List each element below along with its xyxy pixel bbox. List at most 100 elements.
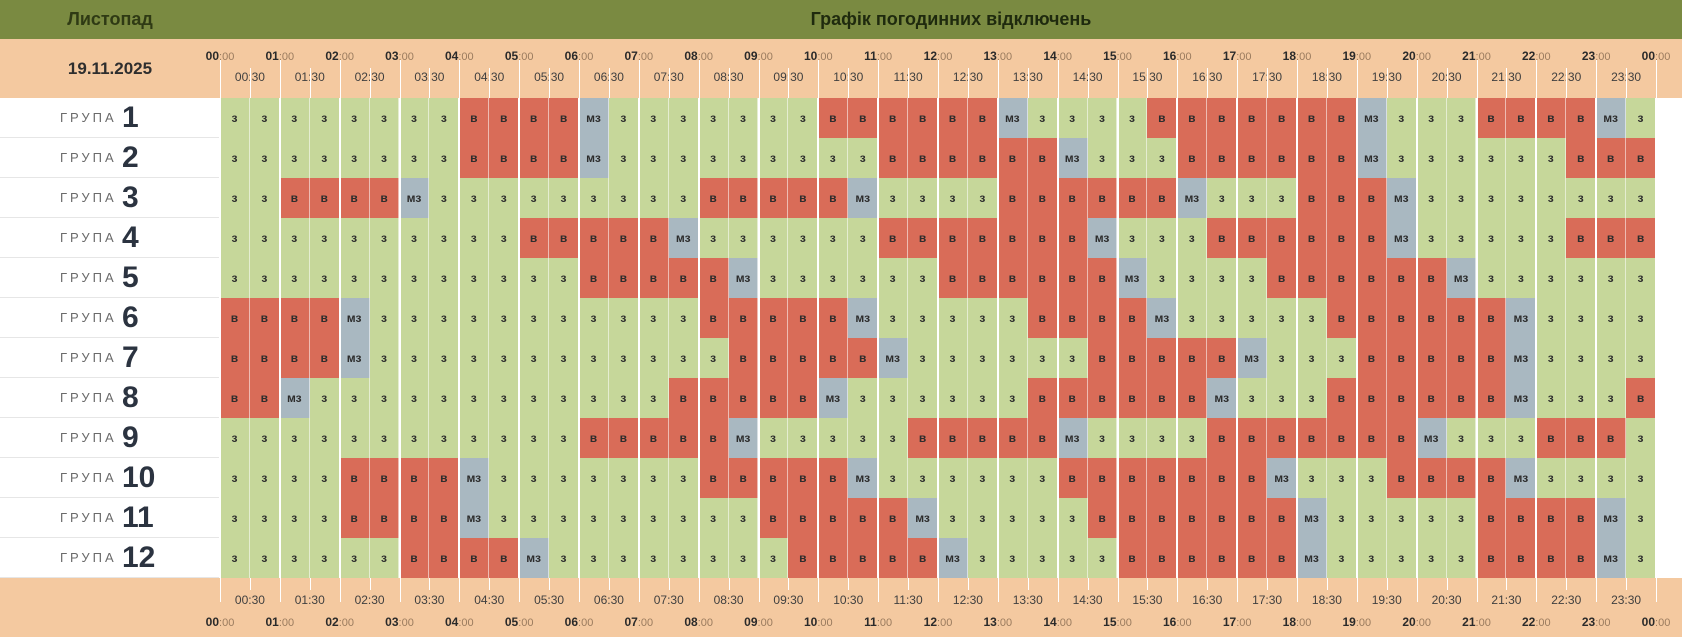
schedule-cell: з [519, 498, 550, 538]
schedule-cell: в [908, 98, 938, 138]
schedule-cell: в [1057, 458, 1088, 498]
schedule-cell: з [1596, 378, 1627, 418]
bottom-hour-label: 03:00 [385, 615, 414, 629]
schedule-cell: з [489, 218, 520, 258]
bottom-axis-tick [1566, 578, 1568, 590]
group-label: ГРУПА 6 [0, 298, 220, 338]
schedule-cell: в [1297, 138, 1327, 178]
top-axis-tick [1326, 68, 1328, 98]
schedule-cell: в [668, 418, 699, 458]
bottom-axis-tick [1057, 578, 1059, 602]
schedule-cell: з [1416, 498, 1447, 538]
schedule-cell: в [309, 298, 340, 338]
schedule-cell: з [549, 418, 579, 458]
schedule-cell: з [668, 538, 699, 578]
schedule-cell: в [938, 258, 968, 298]
schedule-cell: мз [728, 258, 759, 298]
group-number: 5 [122, 261, 139, 294]
group-number: 8 [122, 381, 139, 414]
bottom-hour-label: 00:00 [1641, 615, 1671, 629]
schedule-cell: в [1237, 138, 1268, 178]
group-label: ГРУПА 12 [0, 538, 220, 578]
schedule-cell: з [997, 298, 1028, 338]
schedule-cell: в [1446, 458, 1477, 498]
schedule-cell: мз [1297, 498, 1327, 538]
schedule-cell: в [549, 218, 579, 258]
schedule-cell: з [638, 178, 669, 218]
schedule-cell: з [309, 498, 340, 538]
hour-divider [458, 98, 461, 578]
hour-divider [877, 98, 880, 578]
schedule-cell: в [818, 458, 849, 498]
group-label: ГРУПА 4 [0, 218, 220, 258]
schedule-cell: в [1207, 538, 1238, 578]
bottom-half-hour-label: 07:30 [653, 593, 684, 607]
schedule-cell: в [1027, 258, 1058, 298]
group-label: ГРУПА 7 [0, 338, 220, 378]
bottom-axis-tick [369, 578, 371, 590]
schedule-cell: з [1237, 378, 1268, 418]
schedule-cell: в [818, 338, 849, 378]
bottom-axis-tick [279, 578, 281, 602]
schedule-cell: з [1177, 218, 1208, 258]
schedule-cell: в [279, 298, 310, 338]
schedule-cell: з [1416, 538, 1447, 578]
schedule-cell: з [1536, 218, 1567, 258]
schedule-cell: в [1536, 498, 1567, 538]
schedule-cell: з [429, 378, 460, 418]
schedule-cell: з [997, 498, 1028, 538]
schedule-cell: в [878, 218, 909, 258]
schedule-cell: в [1117, 458, 1148, 498]
schedule-cell: в [1177, 98, 1208, 138]
bottom-axis-tick [1476, 578, 1478, 602]
top-axis-tick [1476, 60, 1478, 98]
schedule-cell: з [549, 458, 579, 498]
schedule-cell: з [1476, 138, 1507, 178]
schedule-cell: в [997, 138, 1028, 178]
schedule-cell: з [1087, 538, 1118, 578]
bottom-hour-label: 19:00 [1342, 615, 1372, 629]
schedule-cell: в [1147, 498, 1178, 538]
schedule-cell: з [908, 378, 938, 418]
schedule-cell: в [758, 338, 789, 378]
hour-divider [817, 98, 820, 578]
schedule-cell: мз [1506, 338, 1537, 378]
hour-divider [1475, 98, 1478, 578]
hour-divider [1116, 98, 1119, 578]
schedule-cell: в [818, 98, 849, 138]
bottom-half-hour-label: 10:30 [833, 593, 864, 607]
schedule-cell: з [1267, 338, 1297, 378]
schedule-cell: в [1506, 98, 1537, 138]
schedule-cell: в [698, 418, 729, 458]
bottom-axis-tick [1326, 578, 1328, 590]
bottom-axis-tick [818, 578, 820, 602]
top-axis-tick [1237, 60, 1239, 98]
schedule-cell: з [997, 538, 1028, 578]
bottom-axis-tick [728, 578, 730, 590]
schedule-cell: з [249, 178, 280, 218]
bottom-half-hour-label: 03:30 [414, 593, 445, 607]
schedule-cell: мз [459, 458, 490, 498]
schedule-cell: в [788, 458, 819, 498]
top-axis-tick [758, 60, 760, 98]
top-axis-tick [1566, 68, 1568, 98]
schedule-cell: в [1326, 298, 1357, 338]
schedule-cell: з [758, 138, 789, 178]
bottom-axis-tick [878, 578, 880, 602]
schedule-cell: з [967, 538, 998, 578]
schedule-cell: в [788, 178, 819, 218]
schedule-cell: з [1237, 298, 1268, 338]
group-word: ГРУПА [60, 110, 117, 125]
schedule-cell: з [608, 298, 639, 338]
bottom-half-hour-label: 08:30 [713, 593, 744, 607]
schedule-cell: з [1297, 338, 1327, 378]
bottom-hour-label: 12:00 [923, 615, 953, 629]
schedule-cell: з [220, 218, 250, 258]
schedule-cell: в [1147, 338, 1178, 378]
schedule-cell: з [369, 538, 400, 578]
bottom-hour-label: 15:00 [1103, 615, 1132, 629]
schedule-cell: з [339, 138, 370, 178]
bottom-hour-label: 23:00 [1581, 615, 1611, 629]
schedule-cell: в [1267, 498, 1297, 538]
schedule-cell: з [788, 258, 819, 298]
